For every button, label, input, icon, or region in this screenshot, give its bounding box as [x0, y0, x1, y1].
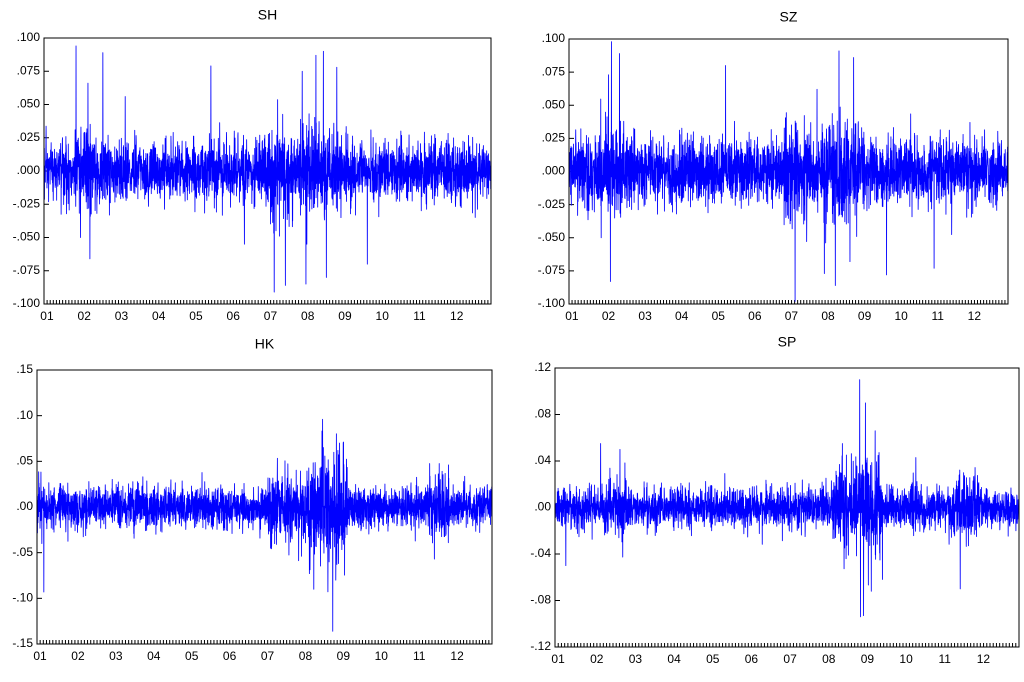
x-tick-label: 07 [261, 649, 275, 663]
x-tick-label: 12 [977, 652, 991, 666]
x-tick-label: 08 [822, 652, 836, 666]
y-tick-label: -.025 [538, 197, 566, 211]
x-tick-label: 07 [783, 652, 797, 666]
y-tick-label: .050 [542, 97, 566, 111]
x-tick-label: 11 [939, 652, 952, 666]
x-tick-label: 10 [899, 652, 913, 666]
x-tick-label: 04 [147, 649, 161, 663]
x-tick-label: 09 [338, 309, 352, 323]
y-tick-label: .12 [534, 360, 551, 374]
y-tick-label: -.075 [538, 263, 566, 277]
x-tick-label: 10 [894, 309, 908, 323]
x-tick-label: 06 [223, 649, 237, 663]
plot-frame [43, 37, 492, 305]
x-tick-label: 12 [450, 649, 464, 663]
x-tick-label: 10 [375, 649, 389, 663]
x-tick-label: 02 [78, 309, 92, 323]
x-tick-label: 02 [71, 649, 85, 663]
y-tick-label: .025 [542, 131, 566, 145]
y-tick-label: -.05 [12, 545, 33, 559]
y-tick-label: .08 [534, 407, 551, 421]
x-tick-label: 05 [706, 652, 720, 666]
y-tick-label: .100 [17, 30, 41, 44]
x-tick-label: 09 [337, 649, 351, 663]
series-line [568, 41, 1009, 302]
plot-frame [568, 38, 1009, 305]
x-tick-label: 07 [264, 309, 278, 323]
x-tick-label: 08 [299, 649, 313, 663]
x-tick-label: 01 [40, 309, 54, 323]
y-tick-label: -.10 [12, 591, 33, 605]
x-tick-label: 04 [667, 652, 681, 666]
x-tick-label: 06 [227, 309, 241, 323]
chart-title: SZ [780, 9, 798, 25]
y-tick-label: -.04 [530, 546, 551, 560]
chart-title: HK [255, 336, 275, 352]
x-tick-label: 12 [968, 309, 982, 323]
x-tick-label: 06 [745, 652, 759, 666]
y-tick-label: .075 [542, 64, 566, 78]
y-tick-label: .00 [534, 500, 551, 514]
y-tick-label: -.15 [12, 636, 33, 650]
y-tick-label: .100 [542, 31, 566, 45]
x-tick-label: 03 [629, 652, 643, 666]
y-tick-label: -.100 [13, 296, 41, 310]
y-tick-label: .05 [16, 454, 33, 468]
x-tick-label: 08 [301, 309, 315, 323]
x-tick-label: 07 [785, 309, 799, 323]
plot-frame [36, 369, 493, 645]
x-tick-label: 12 [450, 309, 464, 323]
x-tick-label: 05 [185, 649, 199, 663]
x-tick-label: 03 [115, 309, 129, 323]
y-tick-label: .000 [17, 163, 41, 177]
series-line [554, 379, 1020, 618]
x-tick-label: 02 [590, 652, 604, 666]
x-tick-label: 04 [675, 309, 689, 323]
chart-sh: SH .100 .075 .050 .025 .000 -.025 -.050 -.075 -.1… [13, 7, 492, 323]
y-tick-label: -.100 [538, 296, 566, 310]
x-tick-label: 11 [413, 309, 426, 323]
y-tick-label: .000 [542, 164, 566, 178]
x-tick-label: 01 [565, 309, 579, 323]
y-tick-label: .050 [17, 97, 41, 111]
series-line [36, 418, 493, 632]
x-tick-label: 05 [189, 309, 203, 323]
x-tick-label: 05 [712, 309, 726, 323]
y-tick-label: .025 [17, 130, 41, 144]
x-tick-label: 03 [638, 309, 652, 323]
y-tick-label: .15 [16, 362, 33, 376]
x-tick-label: 11 [932, 309, 945, 323]
x-tick-label: 09 [858, 309, 872, 323]
y-tick-label: -.050 [13, 230, 41, 244]
x-tick-label: 09 [861, 652, 875, 666]
y-tick-label: -.025 [13, 196, 41, 210]
y-tick-label: .00 [16, 499, 33, 513]
x-tick-label: 08 [821, 309, 835, 323]
chart-sz: SZ .100 .075 .050 .025 .000 -.025 -.050 -.075 -.1… [538, 9, 1009, 323]
x-tick-label: 02 [602, 309, 616, 323]
y-tick-label: -.08 [530, 593, 551, 607]
x-tick-label: 04 [152, 309, 166, 323]
y-tick-label: .04 [534, 453, 551, 467]
x-tick-label: 03 [109, 649, 123, 663]
y-tick-label: .075 [17, 63, 41, 77]
y-tick-label: .10 [16, 408, 33, 422]
x-tick-label: 01 [551, 652, 565, 666]
x-tick-label: 11 [413, 649, 426, 663]
series-line [43, 45, 492, 293]
chart-title: SP [778, 334, 797, 350]
y-tick-label: -.075 [13, 263, 41, 277]
y-tick-label: -.050 [538, 230, 566, 244]
x-tick-label: 06 [748, 309, 762, 323]
y-tick-label: -.12 [530, 639, 551, 653]
x-tick-label: 10 [376, 309, 390, 323]
plot-frame [554, 367, 1020, 648]
chart-title: SH [258, 7, 277, 23]
x-tick-label: 01 [33, 649, 47, 663]
